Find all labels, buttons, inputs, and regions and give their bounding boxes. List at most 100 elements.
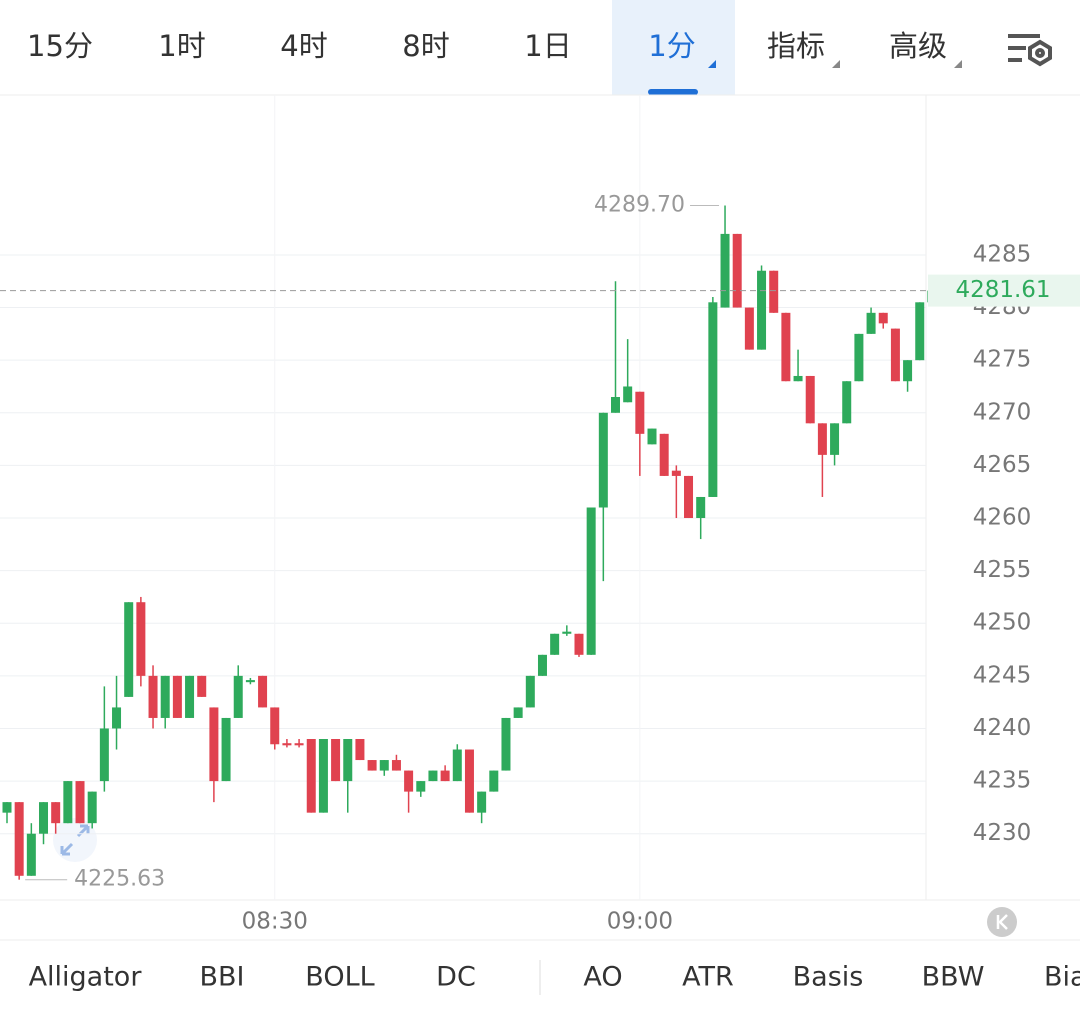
candle-body	[854, 333, 864, 382]
candle-body	[367, 760, 377, 771]
candle-body	[270, 707, 280, 745]
candle-body	[391, 760, 401, 771]
candle-body	[185, 675, 195, 718]
expand-icon[interactable]	[53, 818, 97, 862]
candle-body	[428, 770, 438, 782]
candle-body	[477, 791, 487, 813]
candle-body	[245, 680, 255, 683]
dropdown-caret	[832, 60, 840, 68]
indicator-tab[interactable]: BBW	[922, 962, 985, 993]
tab[interactable]: 1分	[648, 29, 695, 63]
indicator-tab[interactable]: DC	[436, 962, 476, 993]
max-label: 4289.70	[594, 192, 685, 217]
candle-body	[294, 743, 304, 746]
y-tick-label: 4285	[973, 241, 1032, 267]
candle-body	[890, 328, 900, 382]
candle-body	[708, 302, 718, 497]
candle-body	[781, 312, 791, 382]
tab[interactable]: 指标	[767, 29, 825, 63]
y-tick-label: 4245	[973, 662, 1032, 688]
y-tick-label: 4240	[973, 715, 1032, 741]
settings-icon[interactable]	[1008, 34, 1052, 67]
candle-body	[464, 749, 474, 813]
candle-body	[757, 270, 767, 350]
candle-body	[793, 375, 803, 382]
tab[interactable]: 1时	[158, 29, 205, 63]
candle-body	[2, 802, 12, 813]
candle-body	[501, 717, 511, 771]
candle-body	[136, 602, 146, 676]
indicator-tab[interactable]: Basis	[793, 962, 864, 993]
candle-body	[51, 802, 61, 824]
candle-body	[623, 386, 633, 403]
candle-body	[915, 302, 925, 361]
candle-body	[769, 270, 779, 313]
x-tick-label: 08:30	[242, 909, 308, 935]
candle-body	[14, 802, 24, 876]
y-tick-label: 4260	[973, 505, 1032, 531]
candle-body	[282, 743, 292, 746]
candle-body	[647, 428, 657, 445]
indicator-tab[interactable]: ATR	[682, 962, 734, 993]
candle-body	[817, 423, 827, 455]
tab[interactable]: 4时	[280, 29, 327, 63]
tab[interactable]: 8时	[402, 29, 449, 63]
indicator-tab[interactable]: Alligator	[29, 962, 143, 993]
y-tick-label: 4265	[973, 452, 1032, 478]
last-price-box	[928, 274, 1080, 307]
candle-body	[233, 675, 243, 718]
candle-body	[513, 707, 523, 718]
candle-body	[452, 749, 462, 782]
min-label: 4225.63	[74, 867, 165, 892]
candle-body	[866, 312, 876, 334]
candle-body	[416, 781, 426, 792]
y-tick-label: 4235	[973, 768, 1032, 794]
indicator-tab[interactable]: AO	[583, 962, 622, 993]
candle-body	[525, 675, 535, 708]
selected-tab-bg	[612, 0, 735, 95]
candle-body	[331, 739, 341, 782]
candle-body	[440, 770, 450, 782]
candle-body	[744, 307, 754, 350]
y-tick-label: 4230	[973, 820, 1032, 846]
candle-body	[598, 412, 608, 508]
candle-body	[696, 496, 706, 519]
candle-body	[306, 739, 316, 813]
x-tick-label: 09:00	[607, 909, 673, 935]
candle-body	[805, 375, 815, 424]
tab[interactable]: 1日	[524, 29, 571, 63]
indicator-tab[interactable]: Bia	[1044, 962, 1080, 993]
candle-body	[659, 433, 669, 476]
y-tick-label: 4275	[973, 347, 1032, 373]
candle-body	[586, 507, 596, 655]
candle-body	[99, 728, 109, 782]
candle-body	[197, 675, 207, 697]
indicator-tab[interactable]: BBI	[199, 962, 244, 993]
candle-body	[574, 633, 584, 655]
candle-body	[112, 707, 122, 729]
candle-body	[26, 833, 36, 876]
candle-body	[842, 381, 852, 424]
tab[interactable]: 15分	[27, 29, 93, 63]
scroll-end-button[interactable]	[987, 907, 1017, 937]
candle-body	[830, 423, 840, 455]
candle-body	[209, 707, 219, 782]
candle-body	[160, 675, 170, 718]
y-tick-label: 4270	[973, 399, 1032, 425]
candle-body	[635, 391, 645, 434]
candle-body	[732, 233, 742, 308]
candle-body	[903, 360, 913, 382]
candle-body	[318, 739, 328, 813]
candle-body	[562, 631, 572, 634]
dropdown-caret	[708, 60, 716, 68]
candle-body	[124, 602, 134, 697]
indicator-tab[interactable]: BOLL	[305, 962, 374, 993]
candle-body	[671, 470, 681, 476]
candle-body	[355, 739, 365, 761]
candle-body	[221, 717, 231, 782]
candle-body	[379, 760, 389, 771]
tab[interactable]: 高级	[889, 29, 947, 63]
candle-body	[878, 312, 888, 324]
y-tick-label: 4255	[973, 557, 1032, 583]
candle-body	[87, 791, 97, 824]
